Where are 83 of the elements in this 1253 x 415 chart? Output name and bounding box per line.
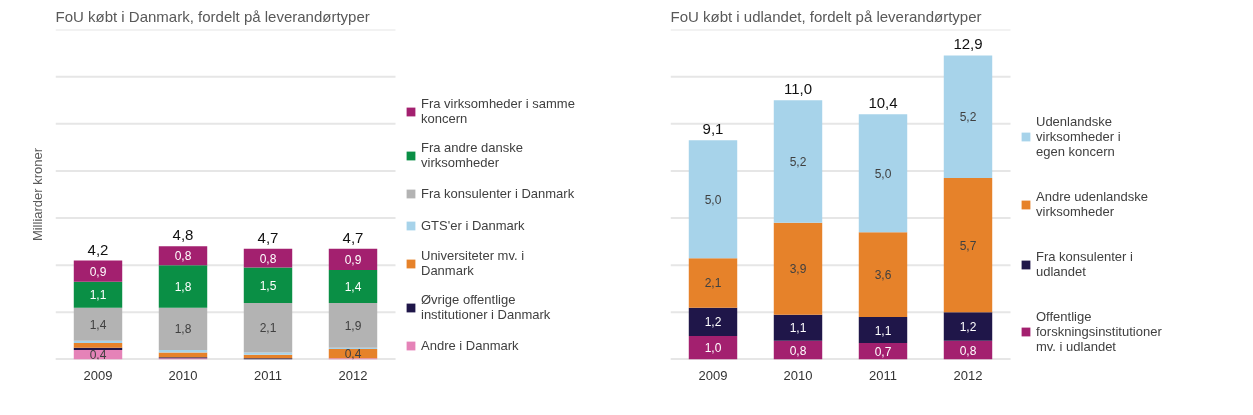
bar — [243, 352, 293, 355]
data-label: 0,8 — [789, 343, 807, 358]
bar — [243, 302, 293, 353]
bar — [688, 140, 738, 259]
total-label: 4,2 — [87, 240, 109, 258]
bar — [688, 307, 738, 336]
data-label: 0,7 — [874, 344, 892, 359]
bar — [158, 307, 208, 351]
bar — [943, 312, 993, 341]
data-label: 1,1 — [89, 288, 107, 303]
bar — [773, 222, 823, 315]
bar — [73, 307, 123, 341]
data-label: 5,2 — [789, 155, 807, 169]
bar — [688, 258, 738, 308]
bar — [858, 232, 908, 318]
data-label: 0,8 — [259, 251, 277, 266]
x-tick-label: 2012 — [953, 367, 983, 383]
data-label: 0,4 — [344, 347, 362, 362]
total-label: 11,0 — [783, 80, 813, 98]
data-label: 5,0 — [704, 192, 722, 207]
data-label: 2,1 — [704, 276, 722, 291]
data-label: 1,8 — [174, 279, 192, 294]
chart-title: FoU købt i Danmark, fordelt på leverandørtyper — [55, 7, 370, 25]
x-tick-label: 2012 — [338, 367, 368, 383]
legend-label: Øvrige offentlige institutioner i Danmark — [421, 292, 551, 322]
legend-label: Offentlige forskningsinstitutioner mv. i udlandet — [1036, 309, 1162, 354]
total-label: 4,8 — [172, 226, 194, 244]
data-label: 1,2 — [704, 315, 722, 330]
legend-label: Andre i Danmark — [421, 336, 519, 354]
legend-label: Udenlandske virksomheder i egen koncern — [1036, 114, 1121, 159]
legend-label: Universiteter mv. i Danmark — [421, 248, 525, 278]
data-label: 1,4 — [89, 317, 107, 332]
legend-label: Andre udenlandske virksomheder — [1036, 189, 1149, 219]
bar — [943, 55, 993, 178]
legend-label: Fra virksomheder i samme koncern — [421, 96, 575, 126]
legend-label: Fra konsulenter i Danmark — [421, 184, 575, 202]
data-label: 0,8 — [174, 249, 192, 264]
total-label: 9,1 — [702, 120, 724, 138]
bar — [328, 269, 378, 303]
data-label: 3,9 — [789, 262, 807, 277]
bar — [73, 343, 123, 348]
x-tick-label: 2011 — [869, 367, 897, 383]
data-label: 1,2 — [959, 320, 977, 334]
data-label: 0,9 — [89, 264, 107, 279]
data-label: 0,9 — [344, 252, 362, 267]
chart-title: FoU købt i udlandet, fordelt på leverandørtyper — [670, 7, 982, 25]
data-label: 5,2 — [959, 110, 977, 125]
data-label: 5,7 — [959, 238, 977, 253]
data-label: 2,1 — [259, 321, 277, 336]
legend-label: GTS'er i Danmark — [421, 216, 525, 234]
bar — [243, 267, 293, 303]
data-label: 1,1 — [874, 323, 892, 338]
bar — [943, 178, 993, 313]
legend-label: Fra konsulenter i udlandet — [1036, 249, 1133, 279]
data-label: 5,0 — [874, 166, 892, 181]
total-label: 12,9 — [953, 35, 983, 53]
data-label: 1,5 — [259, 278, 277, 293]
bar — [158, 265, 208, 308]
data-label: 3,6 — [874, 268, 892, 283]
x-tick-label: 2011 — [254, 367, 282, 383]
x-tick-label: 2010 — [783, 367, 813, 383]
data-label: 1,1 — [789, 321, 807, 336]
data-label: 1,0 — [704, 341, 722, 356]
bar — [858, 114, 908, 233]
total-label: 4,7 — [342, 228, 364, 246]
data-label: 1,8 — [174, 322, 192, 337]
data-label: 0,8 — [959, 343, 977, 358]
x-tick-label: 2009 — [83, 367, 113, 383]
bar — [73, 281, 123, 308]
x-tick-label: 2010 — [168, 367, 198, 383]
legend-label: Fra andre danske virksomheder — [421, 140, 523, 170]
bar — [858, 317, 908, 343]
data-label: 1,9 — [344, 318, 362, 333]
bar — [688, 335, 738, 360]
bar — [773, 314, 823, 341]
total-label: 4,7 — [257, 228, 279, 246]
bar — [773, 100, 823, 223]
x-tick-label: 2009 — [698, 367, 728, 383]
total-label: 10,4 — [868, 94, 898, 112]
bar — [158, 352, 208, 358]
bar — [328, 302, 378, 348]
y-axis-title: Milliarder kroner — [29, 147, 45, 242]
data-label: 1,4 — [344, 279, 362, 294]
